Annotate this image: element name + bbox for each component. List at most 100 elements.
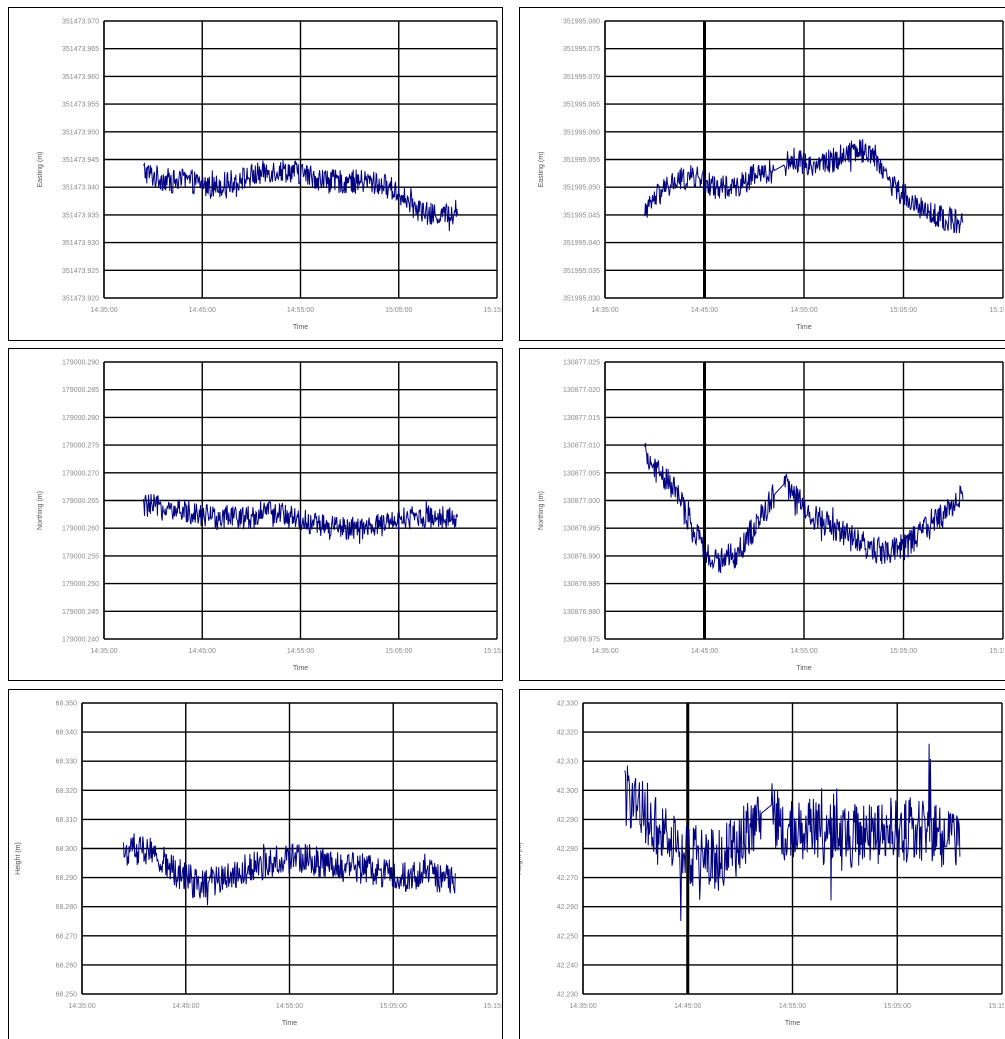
y-tick-label: 351995.030 [563, 296, 600, 303]
x-tick-label: 14:45:00 [674, 1003, 701, 1010]
y-axis-title: Easting (m) [538, 152, 545, 188]
y-tick-label: 179000.240 [62, 637, 99, 644]
series-line [624, 743, 961, 922]
y-tick-label: 42.250 [557, 933, 579, 940]
series-line [142, 493, 458, 544]
y-tick-label: 351473.930 [62, 240, 99, 247]
chart-svg: 351995.080 351995.075 351995.070 351995.065… [538, 19, 1004, 332]
chart-svg: 68.350 68.340 68.330 68.320 68.310 68.300 68.2… [15, 701, 502, 1028]
x-tick-label: 15:15:00 [989, 648, 1004, 655]
y-tick-label: 42.290 [557, 817, 579, 824]
x-tick-label: 14:45:00 [189, 307, 216, 314]
y-tick-label: 351473.945 [62, 157, 99, 164]
y-tick-label: 179000.260 [62, 526, 99, 533]
chart-svg: 42.330 42.320 42.310 42.300 42.290 42.280 42.2… [520, 701, 1004, 1028]
y-tick-label: 179000.280 [62, 415, 99, 422]
northing-chart-panel-1: 179000.290 179000.285 179000.280 179000.275… [8, 348, 503, 681]
y-tick-label: 130876.975 [563, 637, 600, 644]
x-tick-label: 14:35:00 [591, 648, 618, 655]
x-tick-label: 14:55:00 [287, 307, 314, 314]
x-axis-title: Time [785, 1020, 800, 1027]
x-tick-label: 14:55:00 [790, 307, 817, 314]
y-tick-label: 179000.250 [62, 581, 99, 588]
x-tick-label: 14:55:00 [790, 648, 817, 655]
y-tick-label: 351995.080 [563, 19, 600, 26]
chart-svg: 351473.970 351473.965 351473.960 351473.955… [37, 19, 502, 332]
y-tick-label: 42.300 [557, 788, 579, 795]
y-tick-label: 179000.285 [62, 387, 99, 394]
x-tick-label: 15:05:00 [380, 1003, 407, 1010]
x-tick-label: 14:35:00 [591, 307, 618, 314]
x-tick-label: 15:05:00 [385, 648, 412, 655]
y-tick-label: 68.260 [56, 962, 78, 969]
x-tick-label: 15:15:00 [483, 1003, 502, 1010]
y-tick-label: 351473.940 [62, 185, 99, 192]
y-tick-label: 130877.010 [563, 443, 600, 450]
x-tick-label: 14:55:00 [287, 648, 314, 655]
y-tick-label: 351473.925 [62, 268, 99, 275]
x-tick-label: 14:35:00 [90, 648, 117, 655]
northing-chart-panel-2: 130877.025 130877.020 130877.015 130877.010… [519, 348, 1005, 681]
y-tick-label: 42.240 [557, 962, 579, 969]
y-tick-label: 130877.005 [563, 470, 600, 477]
x-axis-title: Time [293, 324, 308, 331]
y-tick-label: 351995.070 [563, 74, 600, 81]
x-tick-label: 14:35:00 [569, 1003, 596, 1010]
y-tick-label: 351473.950 [62, 129, 99, 136]
y-tick-label: 42.310 [557, 759, 579, 766]
y-tick-label: 130877.025 [563, 360, 600, 367]
x-tick-label: 15:05:00 [890, 648, 917, 655]
y-tick-label: 68.290 [56, 875, 78, 882]
y-tick-label: 179000.245 [62, 609, 99, 616]
x-tick-label: 15:15:00 [989, 307, 1004, 314]
y-axis-title: Height (m) [15, 842, 22, 875]
chart-svg: 179000.290 179000.285 179000.280 179000.275… [37, 360, 502, 673]
y-axis-title: Northing (m) [37, 491, 44, 530]
x-tick-label: 15:05:00 [890, 307, 917, 314]
y-tick-label: 68.300 [56, 846, 78, 853]
y-tick-label: 130877.000 [563, 498, 600, 505]
y-tick-label: 351995.045 [563, 212, 600, 219]
y-tick-label: 130876.995 [563, 526, 600, 533]
y-tick-label: 179000.290 [62, 360, 99, 367]
y-tick-label: 42.260 [557, 904, 579, 911]
series-line [142, 160, 458, 232]
y-tick-label: 68.320 [56, 788, 78, 795]
y-tick-label: 179000.275 [62, 443, 99, 450]
x-axis-title: Time [796, 665, 811, 672]
y-tick-label: 351995.065 [563, 102, 600, 109]
series-line [644, 442, 964, 573]
y-tick-label: 351995.060 [563, 129, 600, 136]
y-axis-title: Height (m) [520, 842, 523, 875]
x-axis-title: Time [293, 665, 308, 672]
y-tick-label: 130877.020 [563, 387, 600, 394]
y-tick-label: 351473.920 [62, 296, 99, 303]
series-line [123, 833, 456, 906]
y-tick-label: 179000.265 [62, 498, 99, 505]
easting-chart-panel-2: 351995.080 351995.075 351995.070 351995.065… [519, 7, 1005, 341]
x-tick-label: 14:45:00 [691, 648, 718, 655]
y-tick-label: 351995.040 [563, 240, 600, 247]
y-tick-label: 68.270 [56, 933, 78, 940]
x-axis-title: Time [282, 1020, 297, 1027]
y-tick-label: 130876.990 [563, 553, 600, 560]
y-axis-title: Easting (m) [37, 152, 44, 188]
x-tick-label: 14:45:00 [189, 648, 216, 655]
y-tick-label: 68.350 [56, 701, 78, 708]
x-tick-label: 14:55:00 [276, 1003, 303, 1010]
y-tick-label: 42.320 [557, 730, 579, 737]
y-tick-label: 351473.935 [62, 212, 99, 219]
y-tick-label: 351473.960 [62, 74, 99, 81]
y-tick-label: 42.230 [557, 992, 579, 999]
y-axis-title: Northing (m) [538, 491, 545, 530]
y-tick-label: 179000.270 [62, 470, 99, 477]
x-tick-label: 15:15:00 [483, 648, 502, 655]
x-axis-title: Time [796, 324, 811, 331]
y-tick-label: 68.280 [56, 904, 78, 911]
x-tick-label: 15:15:00 [483, 307, 502, 314]
y-tick-label: 42.280 [557, 846, 579, 853]
y-tick-label: 351995.075 [563, 46, 600, 53]
y-tick-label: 351473.965 [62, 46, 99, 53]
y-tick-label: 351995.050 [563, 185, 600, 192]
x-tick-label: 14:55:00 [779, 1003, 806, 1010]
